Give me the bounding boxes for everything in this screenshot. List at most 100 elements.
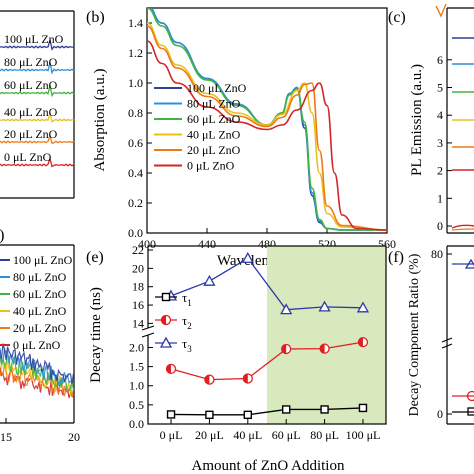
panel-e-ytick-label: 2.0 (129, 340, 144, 354)
panel-c-ytick-label: 4 (437, 108, 443, 122)
panel-e-legend: τ1 τ2 τ3 (155, 290, 192, 354)
panel-d-legend-label: 100 μL ZnO (13, 253, 73, 267)
panel-e-axis-break (141, 325, 155, 338)
panel-b-ytick-label: 1.0 (128, 76, 143, 90)
panel-b-legend-label: 80 μL ZnO (187, 97, 241, 111)
panel-b-series-line (150, 8, 387, 231)
panel-e-series-line (171, 407, 363, 416)
panel-e: (e) 14 16 18 20 22 0.0 0.5 1.0 1.5 2.0 0 μL 20 μL 4… (86, 243, 387, 474)
panel-a-legend: 100 μL ZnO 80 μL ZnO 60 μL ZnO 40 μL ZnO 20 … (4, 32, 64, 164)
panel-b-series (147, 8, 387, 231)
panel-f-ytick-label: 0 (437, 407, 443, 421)
panel-b-label: (b) (86, 9, 105, 26)
panel-a-legend-label: 60 μL ZnO (4, 78, 58, 92)
panel-f: (f) Decay Component Ratio (%) 80 0 (388, 245, 474, 425)
panel-b-legend-label: 100 μL ZnO (187, 81, 247, 95)
panel-e-marker-tau3 (318, 300, 331, 312)
panel-a-trace (0, 39, 74, 51)
panel-e-break-mark (141, 325, 155, 331)
panel-c-y-ticks: 0 1 2 3 4 5 6 (437, 53, 452, 233)
panel-a-trace (0, 62, 75, 75)
panel-e-shaded-region (267, 246, 386, 424)
panel-e-legend-label: τ3 (182, 336, 192, 354)
panel-e-marker-tau2-fill (358, 337, 363, 347)
panel-e-legend-label: τ1 (182, 290, 192, 308)
panel-f-marks: 80 0 (431, 247, 474, 421)
panel-d-xtick-label: 15 (0, 430, 12, 444)
panel-e-marker-tau1 (320, 405, 329, 414)
panel-e-marker-tau3 (356, 301, 370, 313)
panel-f-break-mark (441, 337, 453, 343)
panel-c-series-line (451, 228, 474, 231)
panel-a-trace (0, 133, 75, 144)
panel-b-legend-label: 0 μL ZnO (187, 159, 235, 173)
panel-d-x-ticks: 15 20 (0, 418, 80, 444)
panel-c-ylabel: PL Emission (a.u.) (409, 64, 425, 176)
panel-d-legend-label: 60 μL ZnO (13, 287, 67, 301)
panel-d-label: e) (0, 227, 4, 244)
panel-e-ytick-label: 18 (132, 280, 144, 294)
panel-b-series-line (147, 25, 387, 231)
panel-e-ytick-label: 1.5 (129, 360, 144, 374)
panel-e-xtick-label: 100 μL (346, 428, 381, 442)
panel-e-x-ticks: 0 μL 20 μL 40 μL 60 μL 80 μL 100 μL (160, 419, 381, 442)
panel-c-ytick-label: 5 (437, 81, 443, 95)
panel-e-y-ticks: 14 16 18 20 22 0.0 0.5 1.0 1.5 2.0 (129, 243, 153, 431)
panel-c-ytick-label: 1 (437, 191, 443, 205)
panel-e-marker-tau2-fill (166, 364, 172, 374)
panel-e-ytick-label: 14 (132, 316, 144, 330)
panel-e-marker-tau1 (205, 410, 214, 420)
panel-a-legend-label: 80 μL ZnO (4, 55, 58, 69)
panel-b: (b) 0.00.20.40.60.81.01.21.4 400 440 480 52… (86, 7, 396, 269)
panel-b-ytick-label: 0.4 (128, 166, 143, 180)
panel-f-ytick-label: 80 (431, 247, 443, 261)
panel-b-series-line (147, 22, 387, 231)
panel-e-marker-tau2-fill (320, 344, 325, 354)
panel-b-ytick-label: 1.2 (128, 46, 143, 60)
panel-d-traces (0, 343, 74, 399)
panel-c-series-line (435, 3, 447, 18)
panel-a-legend-label: 40 μL ZnO (4, 105, 58, 119)
panel-b-frame (146, 7, 388, 234)
panel-e-ytick-label: 16 (132, 298, 144, 312)
panel-f-break-mark (441, 343, 453, 349)
panel-e-marker-tau2-fill (204, 375, 210, 385)
panel-b-ylabel: Absorption (a.u.) (92, 69, 108, 172)
panel-b-series-line (147, 40, 387, 231)
panel-a-legend-label: 100 μL ZnO (4, 32, 64, 46)
panel-e-marker-tau1 (161, 292, 171, 302)
panel-b-ytick-label: 0.0 (128, 226, 143, 240)
panel-b-legend-label: 60 μL ZnO (187, 112, 241, 126)
panel-b-ytick-label: 0.6 (128, 136, 143, 150)
panel-b-xtick-label: 440 (198, 237, 216, 251)
panel-c-ytick-label: 2 (437, 164, 443, 178)
panel-e-marker-tau2-fill (281, 344, 287, 354)
panel-e-series-line (170, 257, 363, 311)
panel-e-xlabel: Amount of ZnO Addition (192, 458, 345, 474)
panel-d: e) 100 μL ZnO 80 μL ZnO 60 μL ZnO 40 μL ZnO… (0, 227, 80, 444)
panel-f-ylabel: Decay Component Ratio (%) (407, 253, 422, 416)
panel-d-trace (0, 353, 74, 394)
panel-e-break-mark (141, 332, 155, 338)
panel-d-legend-label: 0 μL ZnO (13, 338, 61, 352)
panel-e-xtick-label: 60 μL (272, 428, 301, 442)
panel-b-xtick-label: 400 (138, 237, 156, 251)
panel-a-traces (0, 39, 75, 168)
panel-e-marker-tau3 (241, 251, 254, 263)
panel-c-ytick-label: 3 (437, 136, 443, 150)
panel-a-legend-label: 20 μL ZnO (4, 127, 58, 141)
panel-e-series-line (170, 341, 364, 381)
panel-d-legend-label: 80 μL ZnO (13, 270, 67, 284)
panel-a: 100 μL ZnO 80 μL ZnO 60 μL ZnO 40 μL ZnO 20 … (0, 10, 75, 199)
panel-e-ytick-label: 22 (132, 243, 144, 257)
panel-c-series (435, 3, 474, 231)
panel-d-legend: 100 μL ZnO 80 μL ZnO 60 μL ZnO 40 μL ZnO 20 … (0, 253, 73, 352)
panel-e-marker-tau2-fill (161, 315, 166, 325)
panel-e-xtick-label: 40 μL (233, 428, 262, 442)
panel-e-marker-tau3 (203, 274, 216, 286)
panel-d-legend-label: 20 μL ZnO (13, 321, 67, 335)
panel-a-trace (0, 112, 75, 123)
panel-e-marker-tau1 (358, 403, 368, 413)
panel-e-series (164, 251, 370, 420)
